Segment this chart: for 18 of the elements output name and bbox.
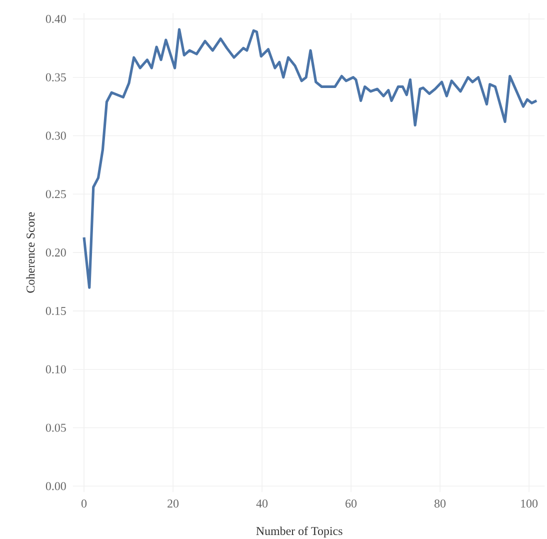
y-tick-label: 0.15 [46, 306, 66, 316]
y-tick-label: 0.30 [46, 132, 66, 140]
y-tick-label: 0.05 [46, 424, 66, 432]
x-tick-label: 100 [521, 500, 538, 508]
y-axis-title: Coherence Score [26, 212, 35, 293]
y-tick-label: 0.35 [46, 73, 66, 82]
x-axis-title: Number of Topics [256, 526, 342, 538]
y-tick-label: 0.00 [46, 482, 66, 490]
x-tick-label: 60 [346, 500, 357, 508]
x-tick-label: 20 [168, 500, 179, 508]
x-tick-label: 40 [256, 500, 268, 508]
y-tick-label: 0.10 [46, 365, 66, 374]
x-tick-label: 80 [434, 500, 446, 508]
y-tick-label: 0.40 [46, 14, 66, 23]
y-tick-label: 0.20 [46, 248, 66, 257]
x-tick-label: 0 [81, 500, 87, 508]
y-tick-label: 0.25 [46, 190, 66, 198]
line-series [82, 28, 538, 289]
